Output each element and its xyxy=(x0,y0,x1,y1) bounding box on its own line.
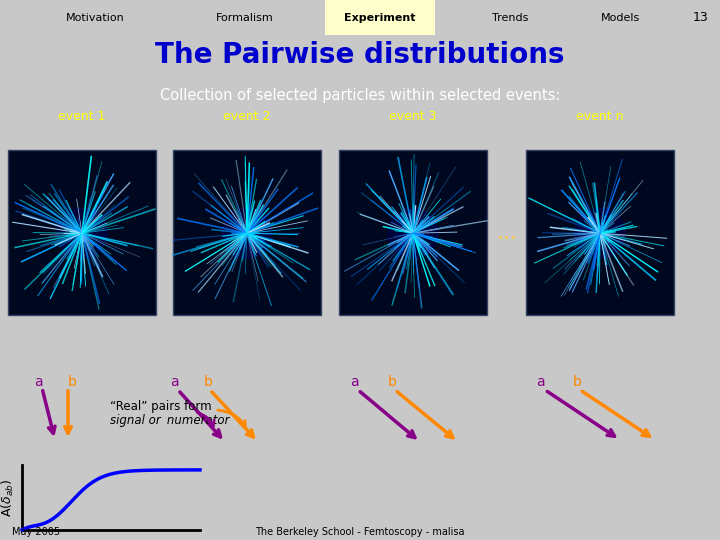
Circle shape xyxy=(74,225,90,241)
Text: b: b xyxy=(68,375,76,389)
Text: ...: ... xyxy=(497,223,518,243)
Text: Experiment: Experiment xyxy=(344,12,415,23)
Text: a: a xyxy=(536,375,544,389)
Bar xyxy=(339,151,487,315)
Circle shape xyxy=(67,218,97,248)
Circle shape xyxy=(585,218,615,248)
Text: a: a xyxy=(350,375,359,389)
Bar xyxy=(526,151,674,315)
Text: A($\delta_{ab}$): A($\delta_{ab}$) xyxy=(0,478,16,517)
Circle shape xyxy=(57,208,107,258)
Text: b: b xyxy=(572,375,582,389)
Text: event 3: event 3 xyxy=(390,111,437,124)
Bar xyxy=(8,151,156,315)
Bar xyxy=(339,151,487,315)
Circle shape xyxy=(398,218,428,248)
Text: May 2005: May 2005 xyxy=(12,527,60,537)
Text: event n: event n xyxy=(576,111,624,124)
Circle shape xyxy=(388,208,438,258)
Circle shape xyxy=(405,225,421,241)
Circle shape xyxy=(575,208,625,258)
Text: a: a xyxy=(34,375,42,389)
Text: a: a xyxy=(170,375,179,389)
Text: b: b xyxy=(387,375,397,389)
Circle shape xyxy=(239,225,255,241)
Text: signal or  numerator: signal or numerator xyxy=(110,414,230,427)
Text: The Pairwise distributions: The Pairwise distributions xyxy=(156,42,564,69)
Text: Trends: Trends xyxy=(492,12,528,23)
Text: event 1: event 1 xyxy=(58,111,106,124)
Circle shape xyxy=(232,218,262,248)
Text: Collection of selected particles within selected events:: Collection of selected particles within … xyxy=(160,87,560,103)
Bar xyxy=(325,0,435,35)
Bar xyxy=(8,151,156,315)
Bar xyxy=(526,151,674,315)
Text: event 2: event 2 xyxy=(223,111,271,124)
Text: b: b xyxy=(204,375,212,389)
Text: 13: 13 xyxy=(692,11,708,24)
Circle shape xyxy=(222,208,272,258)
Text: Models: Models xyxy=(600,12,639,23)
Bar xyxy=(173,151,321,315)
Circle shape xyxy=(592,225,608,241)
Text: Motivation: Motivation xyxy=(66,12,125,23)
Text: Formalism: Formalism xyxy=(216,12,274,23)
Text: The Berkeley School - Femtoscopy - malisa: The Berkeley School - Femtoscopy - malis… xyxy=(256,527,464,537)
Text: “Real” pairs form: “Real” pairs form xyxy=(110,400,212,413)
Bar xyxy=(173,151,321,315)
